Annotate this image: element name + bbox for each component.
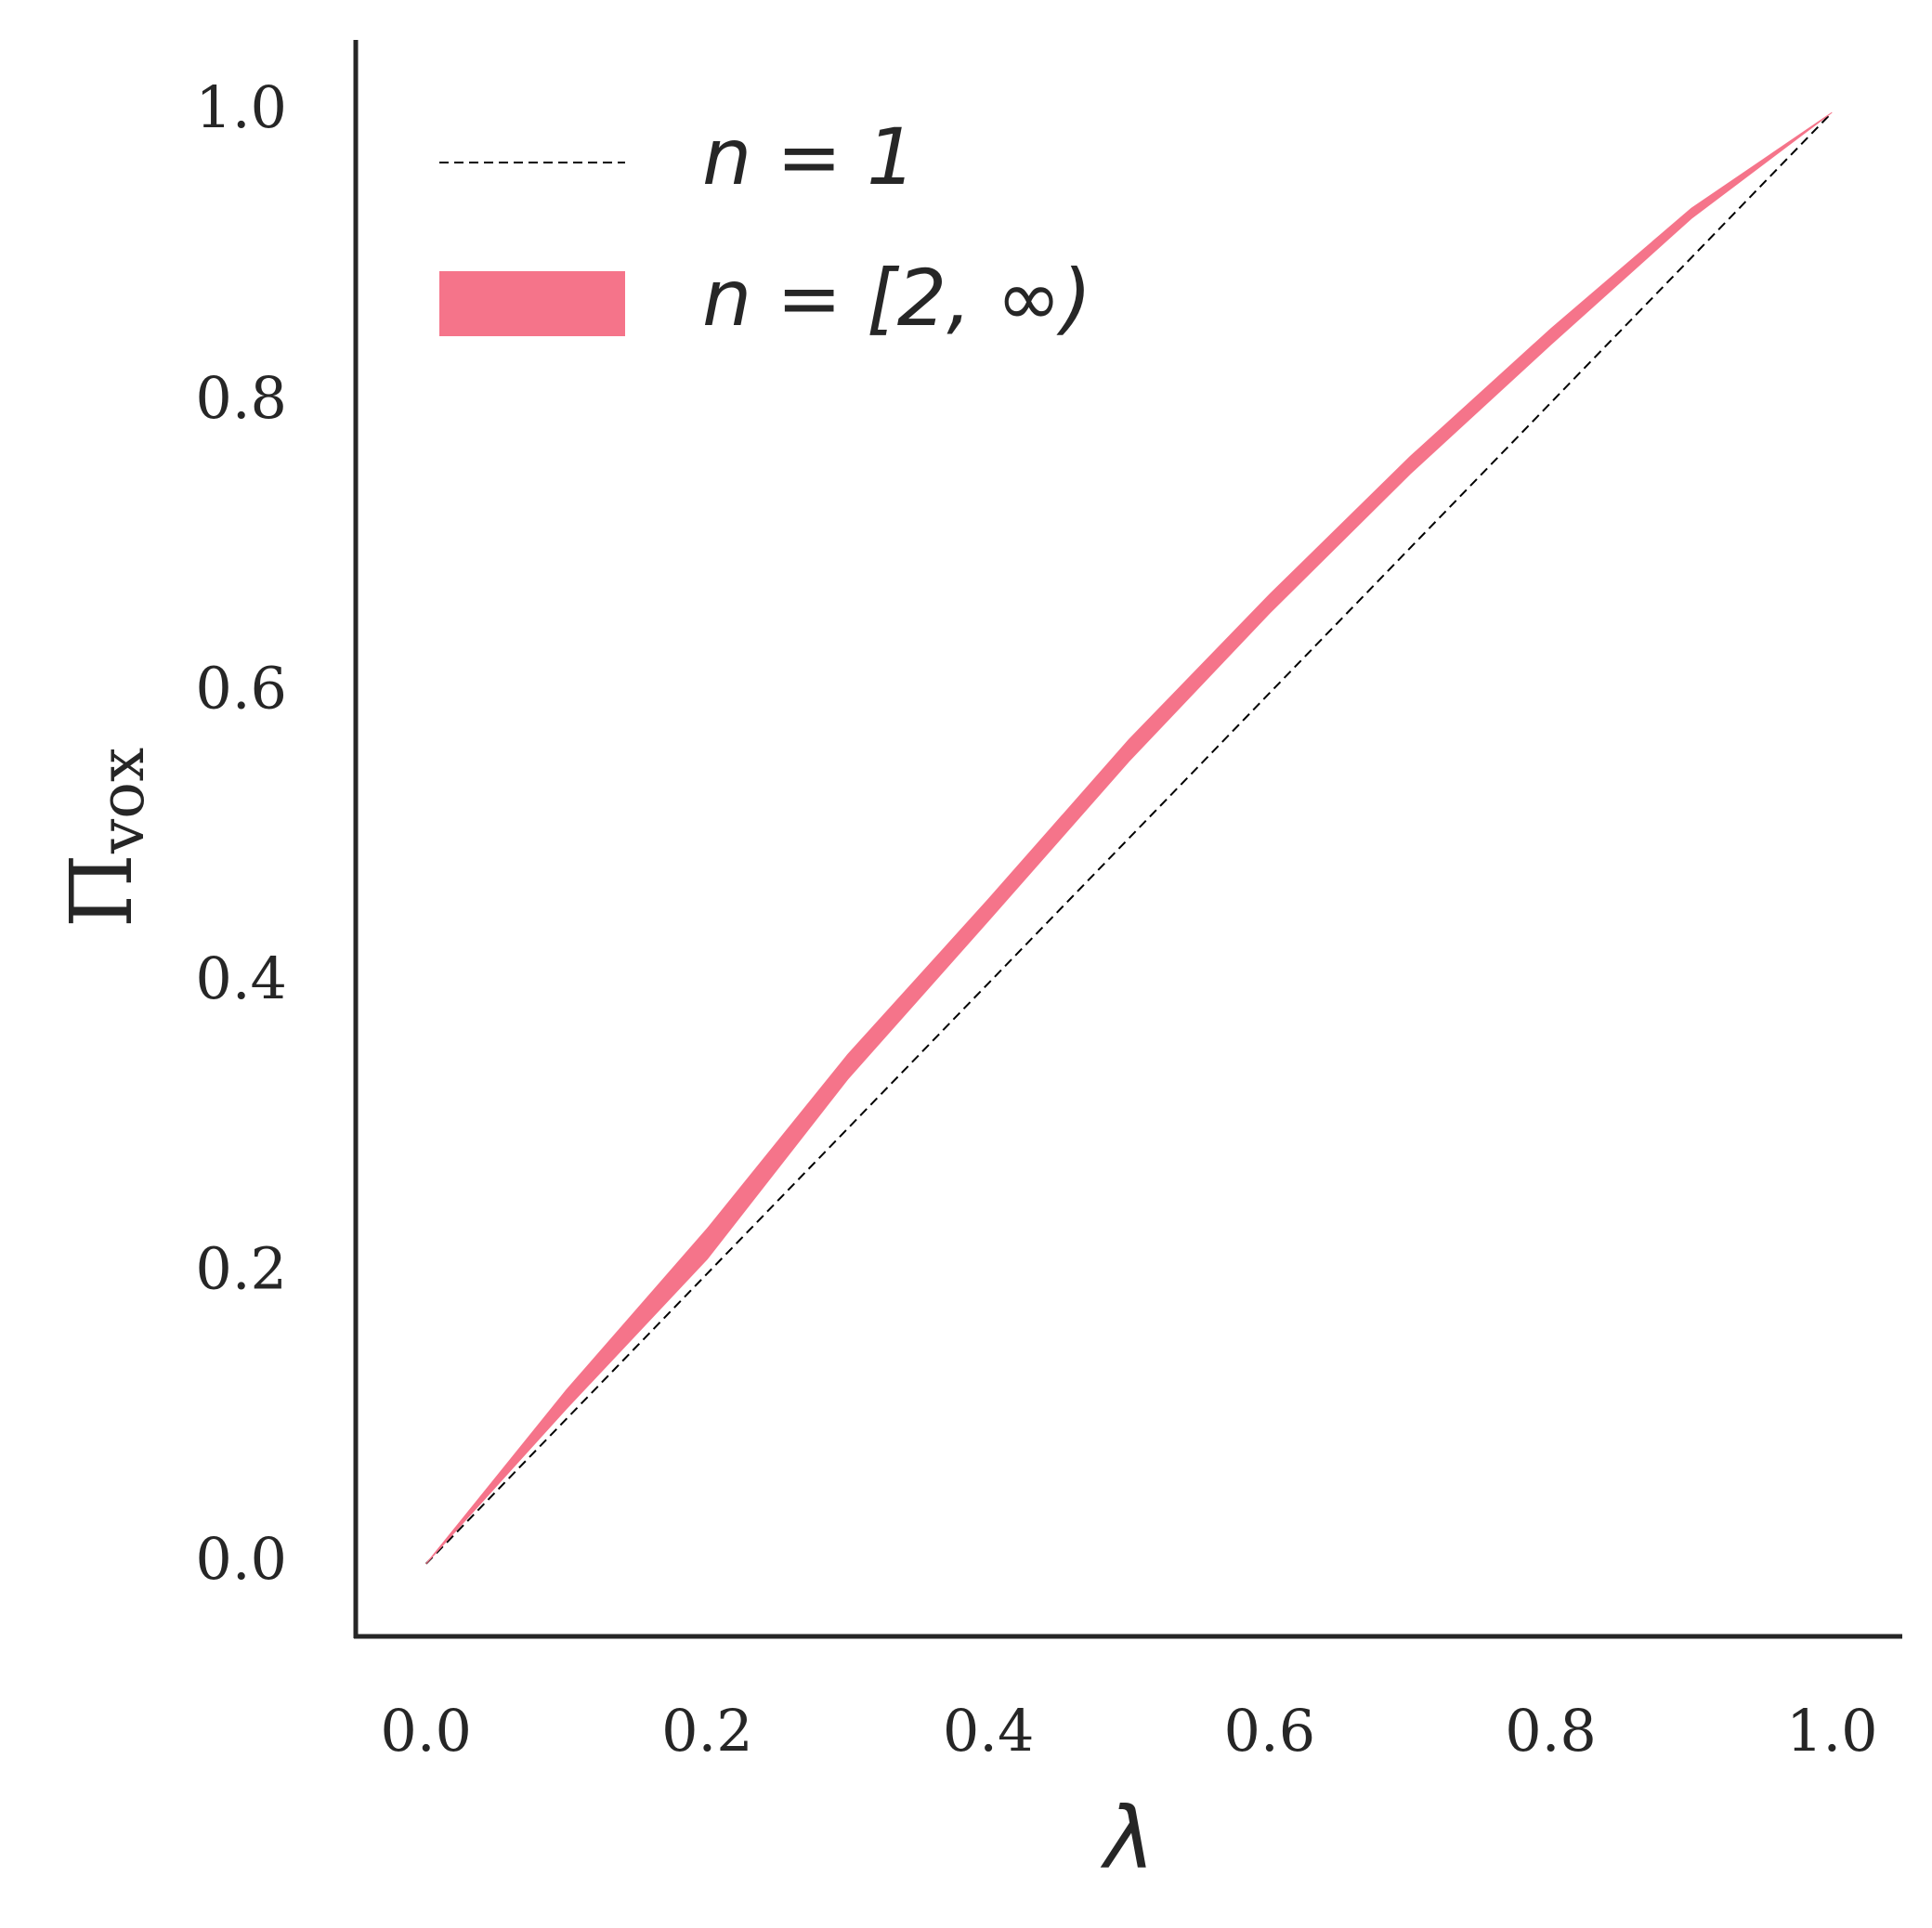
y-axis-label-main: Π <box>52 853 151 928</box>
band-area <box>425 111 1833 1565</box>
y-tick-label: 0.6 <box>195 654 287 722</box>
x-tick-label: 0.2 <box>661 1697 753 1765</box>
legend-swatch <box>439 271 625 336</box>
y-axis-label-subscript: vox <box>86 748 158 854</box>
y-tick-label: 0.4 <box>195 944 287 1012</box>
legend-label: n = [2, ∞) <box>702 253 1091 344</box>
y-tick-label: 0.8 <box>195 364 287 432</box>
legend-label: n = 1 <box>702 111 916 202</box>
x-tick-label: 0.4 <box>943 1697 1035 1765</box>
x-tick-label: 1.0 <box>1786 1697 1878 1765</box>
y-axis-label: Πvox <box>52 748 158 928</box>
y-tick-label: 0.0 <box>195 1525 287 1593</box>
y-tick-label: 1.0 <box>195 73 287 141</box>
x-tick-label: 0.0 <box>380 1697 472 1765</box>
y-tick-label: 0.2 <box>195 1234 287 1302</box>
line <box>424 111 1834 1565</box>
x-axis-label: λ <box>1100 1788 1155 1887</box>
x-tick-label: 0.8 <box>1505 1697 1597 1765</box>
x-tick-label: 0.6 <box>1224 1697 1316 1765</box>
